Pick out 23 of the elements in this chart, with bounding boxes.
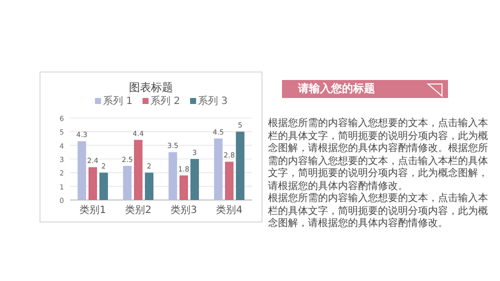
chart-title: 图表标题 [129, 81, 173, 94]
bar [236, 132, 244, 200]
bar [144, 172, 154, 200]
bar [168, 152, 178, 200]
bar [190, 159, 199, 200]
bar [214, 138, 223, 200]
bar [123, 166, 132, 200]
bar [99, 172, 108, 200]
text: 请输入您的标题 [282, 80, 448, 98]
x-tick-label: 类别3 [170, 204, 197, 216]
bar [224, 162, 234, 200]
legend-label: 系列 2 [150, 95, 180, 107]
x-tick-label: 类别2 [125, 204, 152, 216]
x-tick-label: 类别4 [216, 204, 242, 216]
x-tick-label: 类别1 [80, 204, 106, 216]
bar [78, 141, 86, 200]
legend-label: 系列 1 [103, 95, 133, 107]
bar [88, 167, 98, 200]
bar [179, 175, 188, 200]
text: 根据您所需的内容输入您想要的文本，点击输入本栏的具体文字，简明扼要的说明分项内容，此为概念图解，请根据您的具体内容酌情修改。 [268, 193, 489, 230]
text: 根据您所需的内容输入您想要的文本，点击输入本栏的具体文字，简明扼要的说明分项内容，此为概念图解，请根据您的具体内容酌情修改。根据您所需的内容输入您想要的文本，点击输入本栏的具体文字，简明扼要的说明分项内容，此为概念图解，请根据您的具体内容酌情修改。 [268, 118, 489, 192]
bar [134, 140, 143, 200]
legend-label: 系列 3 [198, 95, 228, 107]
